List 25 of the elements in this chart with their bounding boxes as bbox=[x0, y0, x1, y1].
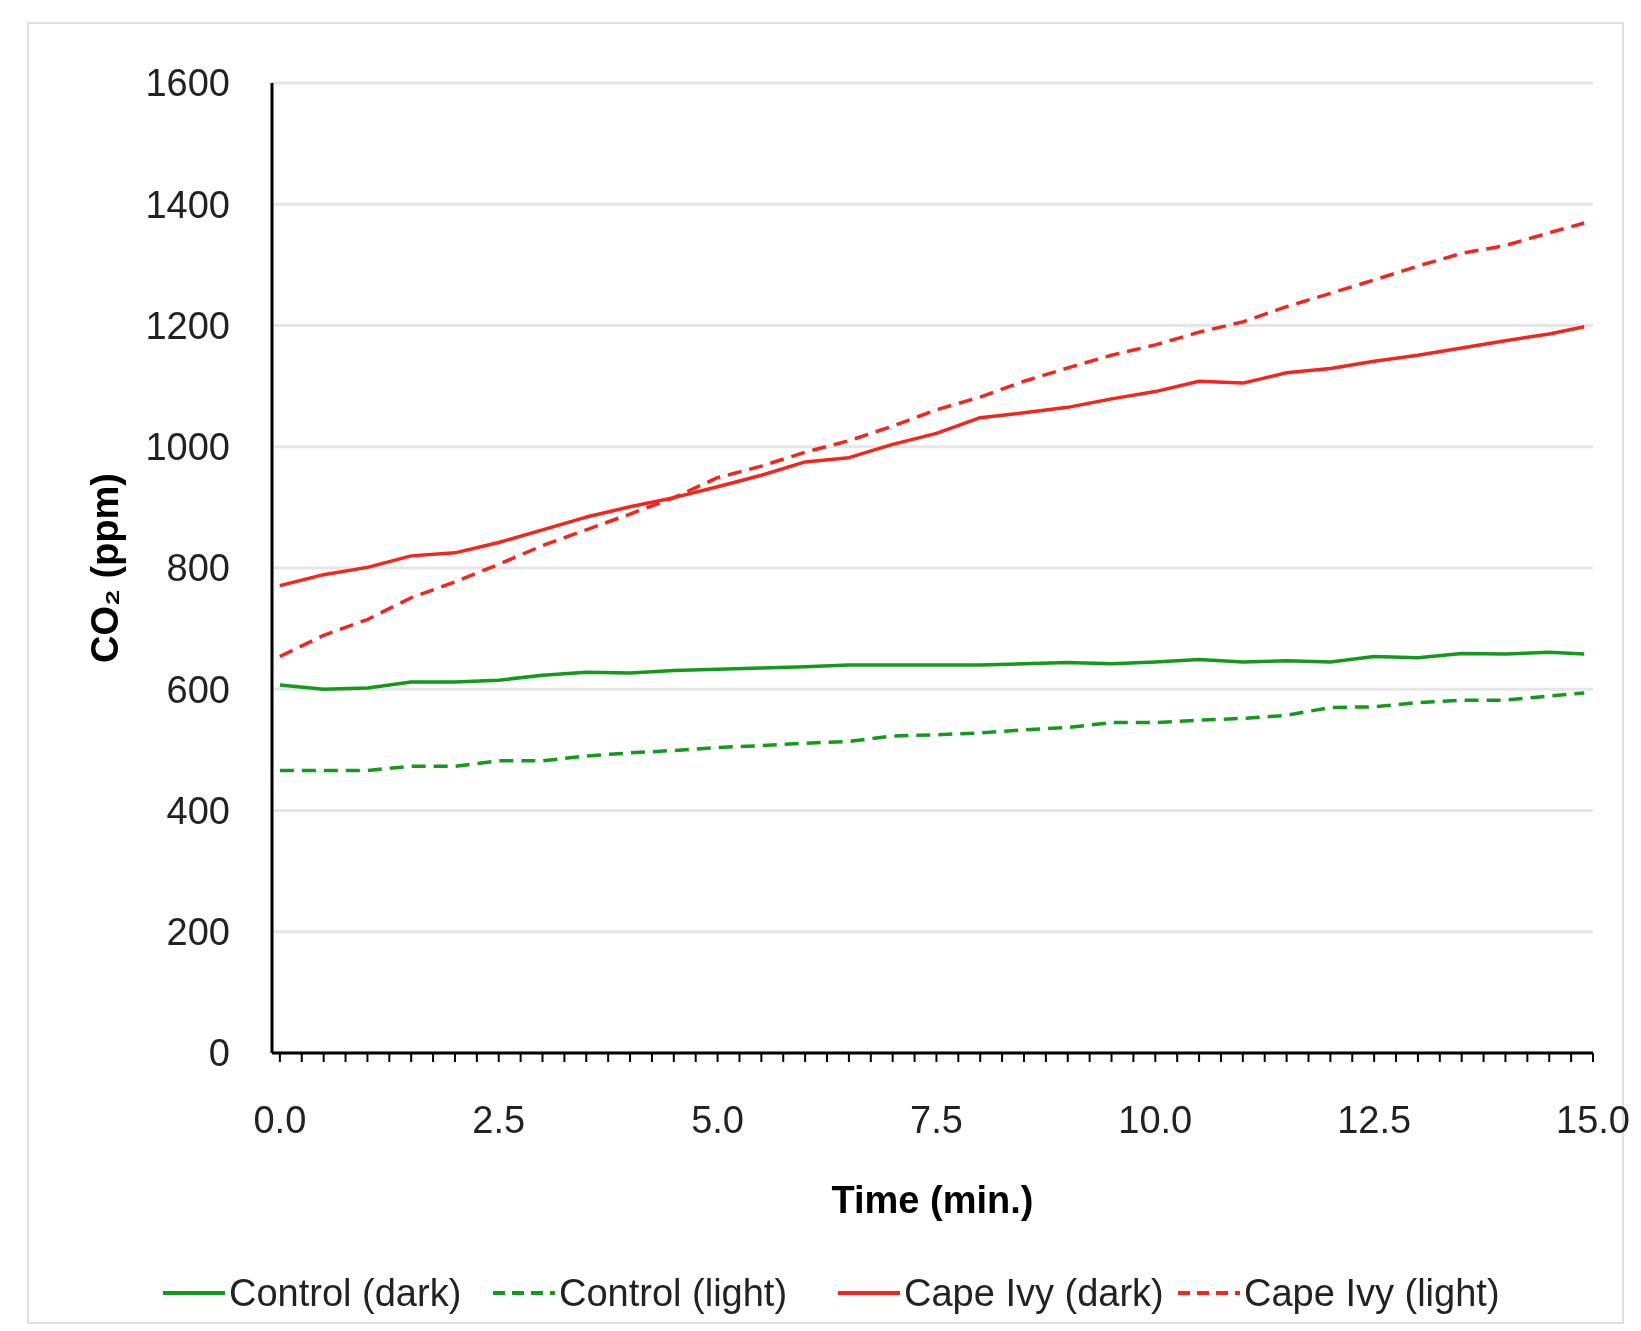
legend-label: Cape Ivy (light) bbox=[1244, 1272, 1500, 1315]
y-tick-label: 1000 bbox=[145, 426, 230, 469]
y-tick-label: 600 bbox=[166, 668, 230, 711]
y-tick-label: 1600 bbox=[145, 62, 230, 105]
legend-label: Cape Ivy (dark) bbox=[904, 1272, 1164, 1315]
y-tick-label: 1400 bbox=[145, 183, 230, 226]
line-series bbox=[278, 650, 1586, 691]
x-tick-label: 2.5 bbox=[472, 1099, 526, 1141]
x-tick-label: 12.5 bbox=[1337, 1099, 1412, 1141]
x-tick-label: 0.0 bbox=[253, 1099, 307, 1141]
x-tick-label: 7.5 bbox=[910, 1099, 963, 1141]
line-series bbox=[278, 221, 1586, 659]
y-tick-label: 200 bbox=[166, 911, 230, 954]
x-tick-label: 15.0 bbox=[1556, 1099, 1630, 1141]
line-series bbox=[278, 691, 1586, 773]
legend-label: Control (dark) bbox=[229, 1272, 462, 1315]
y-tick-label: 400 bbox=[166, 789, 230, 832]
legend-label: Control (light) bbox=[559, 1272, 788, 1315]
x-tick-label: 10.0 bbox=[1118, 1099, 1193, 1141]
x-tick-label: 5.0 bbox=[691, 1099, 744, 1141]
y-axis-title: CO₂ (ppm) bbox=[84, 473, 126, 663]
x-axis-title: Time (min.) bbox=[831, 1179, 1034, 1221]
y-tick-label: 0 bbox=[208, 1032, 230, 1075]
y-tick-label: 1200 bbox=[145, 304, 230, 347]
y-tick-label: 800 bbox=[166, 547, 230, 590]
